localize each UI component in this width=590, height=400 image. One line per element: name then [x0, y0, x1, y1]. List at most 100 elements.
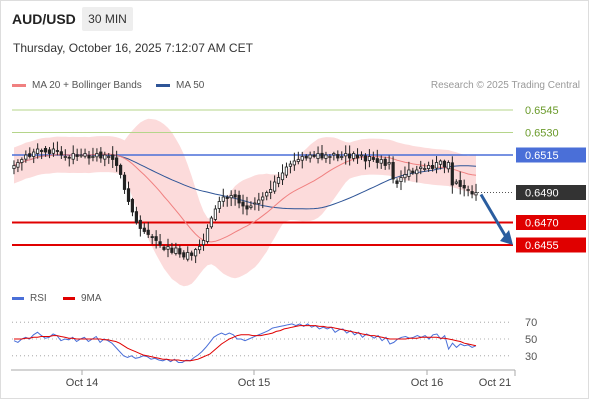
candle-body: [458, 180, 462, 187]
candle-body: [411, 170, 415, 174]
candle-body: [51, 148, 56, 154]
candle-body: [265, 192, 269, 197]
timeframe-button[interactable]: 30 MIN: [82, 7, 133, 31]
timestamp: Thursday, October 16, 2025 7:12:07 AM CE…: [13, 41, 253, 55]
candle-body: [233, 194, 237, 198]
candle-body: [426, 165, 431, 169]
rsi-tick-label: 70: [525, 317, 537, 329]
candle-body: [253, 202, 257, 205]
candle-body: [20, 159, 24, 163]
candle-body: [205, 228, 210, 242]
support-label-bg: [516, 215, 586, 230]
candle-body: [40, 150, 44, 152]
legend-9ma-swatch: [63, 297, 75, 300]
candle-body: [419, 166, 423, 170]
candle-body: [379, 159, 383, 164]
candle-body: [403, 174, 407, 179]
candle-body: [201, 240, 206, 245]
candle-body: [351, 153, 356, 159]
candle-body: [32, 151, 36, 157]
candle-body: [115, 157, 119, 166]
projection-arrow-shaft: [479, 193, 508, 238]
candle-body: [474, 192, 478, 196]
candle-body: [430, 164, 435, 169]
candle-body: [454, 181, 458, 184]
candle-body: [442, 160, 447, 168]
resistance-label: 0.6545: [525, 105, 559, 117]
candle-body: [434, 162, 439, 169]
candle-body: [103, 154, 107, 160]
candle-body: [284, 166, 289, 176]
candle-body: [174, 247, 178, 254]
legend-ma20: MA 20 + Bollinger Bands: [12, 80, 142, 91]
candle-body: [229, 195, 233, 199]
candle-body: [304, 155, 308, 159]
candle-body: [190, 252, 194, 256]
candle-body: [276, 177, 281, 184]
time-tick-label: Oct 21: [479, 377, 511, 389]
candle-body: [312, 154, 316, 157]
candle-body: [387, 162, 391, 165]
candle-body: [245, 205, 249, 210]
candle-body: [383, 158, 387, 166]
rsi-tick-label: 30: [525, 351, 537, 363]
candle-body: [111, 154, 115, 160]
candle-body: [197, 246, 202, 251]
candle-body: [142, 227, 146, 232]
candle-body: [47, 149, 52, 154]
candle-body: [407, 169, 411, 177]
candle-body: [241, 201, 245, 207]
candle-body: [324, 154, 328, 159]
candle-body: [63, 156, 67, 158]
candle-body: [221, 196, 225, 202]
bollinger-band: [14, 118, 476, 287]
legend-9ma: 9MA: [63, 293, 102, 304]
resistance-label: 0.6530: [525, 128, 559, 140]
candle-body: [150, 236, 154, 239]
current-price-label: 0.6490: [525, 188, 559, 200]
candle-body: [182, 252, 186, 258]
current-price-label-bg: [516, 185, 586, 200]
candle-body: [359, 154, 364, 157]
pivot-label-bg: [516, 147, 586, 163]
candle-body: [158, 241, 162, 246]
support-label-bg: [516, 237, 586, 253]
candle-body: [225, 196, 229, 199]
legend-rsi-swatch: [12, 297, 24, 300]
candle-body: [122, 174, 127, 190]
candle-body: [87, 155, 91, 159]
time-tick-label: Oct 15: [238, 377, 270, 389]
candle-body: [257, 199, 261, 204]
candle-body: [107, 156, 111, 158]
pivot-label: 0.6515: [525, 150, 559, 162]
candle-body: [154, 236, 158, 241]
candle-body: [363, 155, 368, 162]
candle-body: [371, 157, 375, 160]
candle-body: [28, 153, 32, 157]
candle-body: [470, 191, 474, 195]
candle-body: [119, 164, 123, 175]
pivot-label-box: 0.6515: [516, 147, 586, 163]
support-label: 0.6455: [525, 240, 559, 252]
candle-body: [130, 198, 134, 213]
candle-body: [450, 162, 454, 186]
candle-body: [355, 154, 360, 159]
candle-body: [55, 150, 60, 152]
candle-body: [249, 205, 253, 208]
rsi-9ma-line: [14, 325, 477, 362]
candle-body: [261, 196, 265, 201]
legend-rsi: RSI: [12, 293, 47, 304]
candle-body: [79, 154, 83, 157]
candle-body: [328, 156, 332, 158]
candle-body: [162, 246, 166, 250]
legend-ma50-label: MA 50: [176, 80, 205, 91]
candle-body: [300, 156, 304, 161]
candle-body: [217, 201, 221, 209]
candle-body: [340, 156, 344, 158]
candle-body: [446, 162, 451, 170]
candle-body: [438, 160, 443, 165]
candle-body: [344, 153, 348, 157]
support-label-box: 0.6470: [516, 215, 586, 230]
legend-ma20-swatch: [12, 84, 26, 87]
